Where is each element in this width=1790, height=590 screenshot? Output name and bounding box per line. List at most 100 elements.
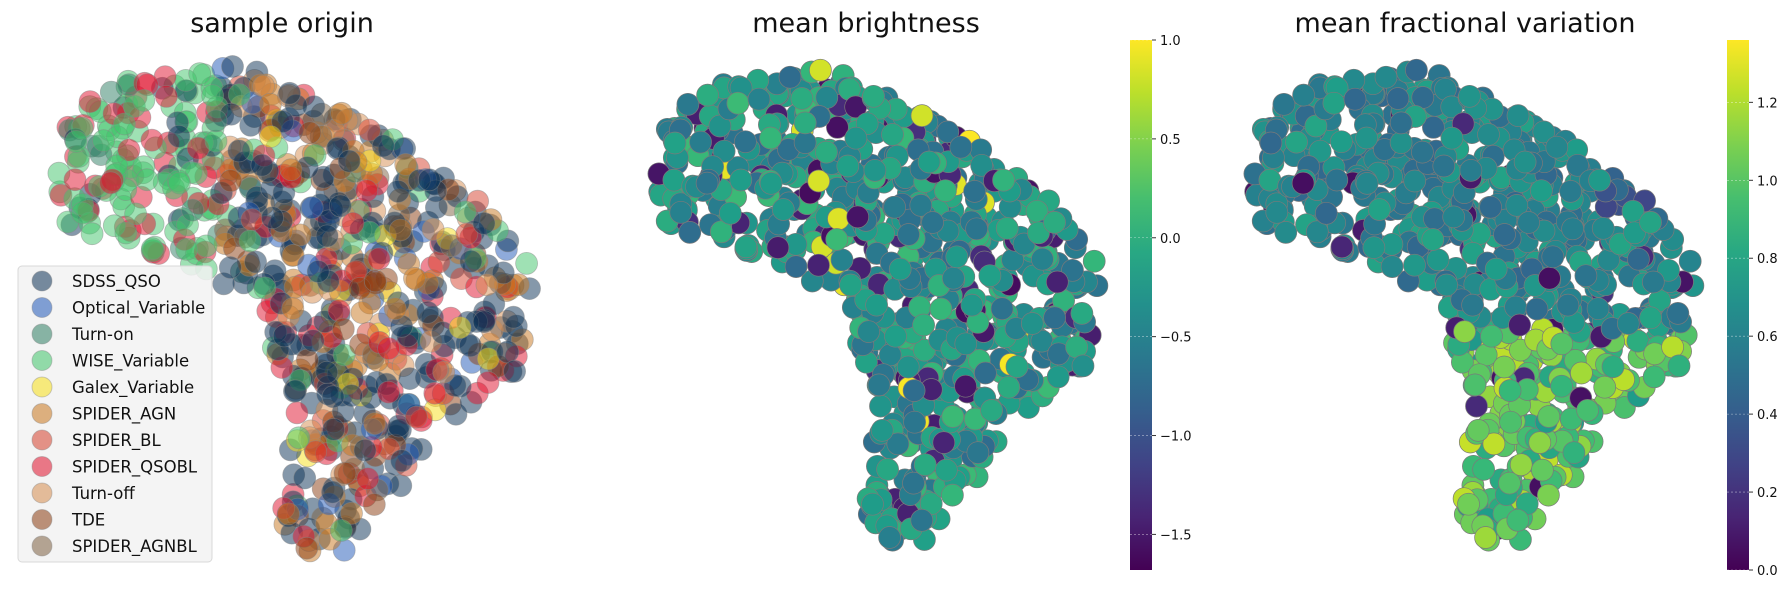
point-tde [295,536,319,560]
point-spider-agn [277,502,300,526]
point-sdss-qso [371,134,395,158]
point-wise-variable [124,202,148,226]
point [1046,365,1070,389]
point-sdss-qso [278,81,301,105]
point [949,135,973,159]
point [1291,171,1315,195]
point-sdss-qso [353,438,377,462]
point [954,332,978,356]
legend-label-optical-variable: Optical_Variable [72,299,205,319]
point [921,211,944,234]
point-tde [363,269,387,293]
legend-label-galex-variable: Galex_Variable [72,378,194,398]
point [718,201,742,225]
point-sdss-qso [315,224,339,248]
legend-marker-optical-variable [31,297,53,318]
point-spider-agn [403,266,426,290]
point [1380,255,1404,278]
point [992,168,1015,192]
panel-mean-fractional-variation: mean fractional variation 1.2 1.0 0.8 0.6 0.… [1243,8,1778,579]
point-sdss-qso [472,211,496,235]
legend-marker-spider-bl [31,429,53,451]
point-tde [333,461,357,485]
point [903,410,926,434]
point-sdss-qso [472,310,496,334]
point-sdss-qso [321,480,344,504]
point [1480,324,1503,348]
legend-label-spider-qsobl: SPIDER_QSOBL [72,458,198,478]
point-sdss-qso [417,168,441,192]
point-spider-agn [258,92,282,116]
point-spider-qsobl [376,380,400,404]
point [1593,375,1617,399]
point-galex-variable [448,316,472,340]
point [766,236,790,259]
point [726,91,750,115]
point [1509,453,1533,477]
point [793,111,817,135]
point [1020,312,1044,335]
point-tde [362,493,386,516]
point [1259,131,1283,155]
colorbar-tick-label: 0.0 [1160,232,1181,247]
point [861,492,884,516]
point-sdss-qso [244,250,268,274]
point [1525,297,1549,321]
point [836,154,860,178]
point [1550,374,1573,398]
point-spider-agnbl [439,234,463,258]
point-spider-agn [363,412,387,435]
point [1043,306,1066,330]
point [934,179,957,203]
point-sdss-qso [293,466,317,490]
point [883,195,906,219]
colorbar-tick-label: −1.0 [1160,430,1192,445]
point [857,320,880,343]
point-sdss-qso [458,334,482,358]
point [1421,228,1445,251]
panel-title-mean-fractional-variation: mean fractional variation [1295,8,1636,39]
colorbar-tick-label: 1.2 [1757,96,1778,111]
point-spider-qsobl [476,371,500,394]
point [1545,135,1569,159]
point-sdss-qso [218,256,242,279]
point [1343,87,1367,111]
legend-label-spider-bl: SPIDER_BL [72,431,161,451]
point-sdss-qso [239,113,263,137]
legend-box [17,265,213,563]
point-spider-agn [340,501,363,525]
point [881,123,904,146]
legend-marker-spider-qsobl [31,456,53,477]
point-galex-variable [259,125,283,149]
legend-marker-spider-agn [31,403,53,424]
point-sdss-qso [496,340,520,364]
legend-marker-spider-agnbl [31,535,53,557]
point [913,453,937,477]
point [910,104,934,127]
point-wise-variable [453,200,477,224]
point [1642,365,1666,389]
point [1272,92,1296,116]
point [1389,111,1413,135]
point [1432,154,1456,178]
point-wise-variable [238,229,262,253]
point [1561,217,1584,241]
point [734,130,757,154]
point [809,58,832,82]
point [696,83,719,107]
point [1537,483,1560,507]
point [876,458,899,481]
point [865,293,888,317]
point [663,131,687,155]
point [1367,198,1391,221]
point [863,159,887,182]
point [807,253,830,277]
colorbar-mean-brightness: 1.0 0.5 0.0 −0.5 −1.0 −1.5 [1130,34,1192,570]
colorbar-tick-label: 0.5 [1160,133,1181,148]
point-wise-variable [287,426,311,450]
point [1355,126,1378,150]
point [1005,355,1029,379]
point-optical-variable [300,196,324,220]
point [1517,211,1540,234]
point-wise-variable [175,237,199,261]
